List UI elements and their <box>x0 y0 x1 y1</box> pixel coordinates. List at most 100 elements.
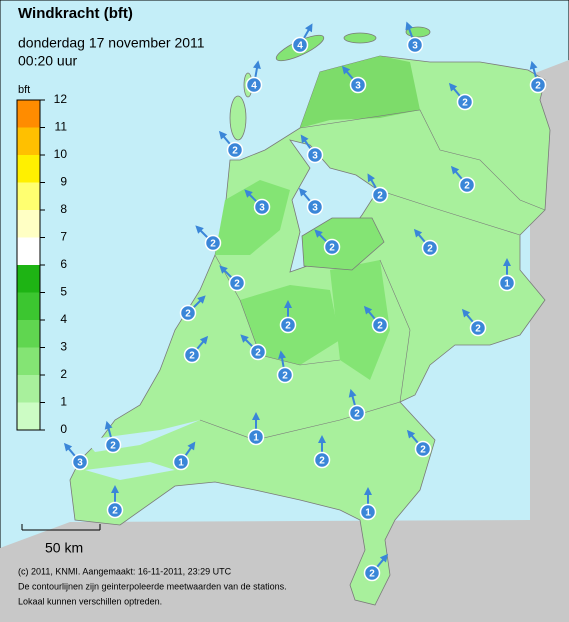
station-value: 2 <box>255 348 261 359</box>
station: 2 <box>461 308 487 337</box>
station-value: 4 <box>251 81 257 92</box>
arrow-head <box>253 60 261 69</box>
station: 2 <box>448 82 474 111</box>
estuary <box>85 462 175 480</box>
station-value: 2 <box>369 569 375 580</box>
station-marker <box>414 440 432 458</box>
station: 2 <box>279 300 297 334</box>
arrow-head <box>348 388 357 398</box>
legend-tick-label: 7 <box>60 230 67 244</box>
station-marker <box>348 404 366 422</box>
station-marker <box>529 76 547 94</box>
island <box>343 32 377 44</box>
station-marker <box>226 141 244 159</box>
station-marker <box>406 36 424 54</box>
legend-color <box>17 320 40 348</box>
stations: 4 3 4 2 3 2 2 3 2 2 3 3 2 2 2 1 2 2 2 2 2 2 2 2 2 1 2 2 1 2 3 1 2 2 <box>63 21 547 582</box>
station: 3 <box>341 65 367 94</box>
arrow-head <box>298 187 308 197</box>
footer-line: De contourlijnen zijn geinterpoleerde me… <box>18 581 287 591</box>
station-marker <box>458 176 476 194</box>
station-value: 3 <box>312 151 318 162</box>
station-value: 3 <box>412 41 418 52</box>
arrow-head <box>364 487 372 495</box>
station-marker <box>363 564 381 582</box>
station-marker <box>306 198 324 216</box>
station-marker <box>276 366 294 384</box>
legend-color <box>17 237 40 265</box>
scale-label: 50 km <box>45 540 83 556</box>
station: 2 <box>363 305 389 334</box>
arrow-head <box>218 130 228 140</box>
station: 1 <box>172 441 196 471</box>
arrow-head <box>111 485 119 493</box>
station-value: 1 <box>504 279 510 290</box>
station: 3 <box>298 187 324 216</box>
station-marker <box>247 428 265 446</box>
contour-area <box>330 260 390 380</box>
legend-color <box>17 375 40 403</box>
legend-color <box>17 402 40 430</box>
station: 2 <box>104 420 122 454</box>
station: 3 <box>244 189 271 216</box>
station: 2 <box>450 165 476 194</box>
legend-tick-label: 9 <box>60 175 67 189</box>
border <box>299 109 546 211</box>
station-value: 2 <box>427 244 433 255</box>
station-value: 3 <box>77 458 83 469</box>
title: Windkracht (bft) <box>18 5 133 22</box>
arrow-head <box>278 350 286 359</box>
station-marker <box>279 316 297 334</box>
legend-color <box>17 182 40 210</box>
legend-tick-label: 6 <box>60 257 67 271</box>
legend-tick-label: 8 <box>60 202 67 216</box>
border <box>199 259 411 441</box>
station: 3 <box>405 21 424 54</box>
station-marker <box>456 93 474 111</box>
arrow-head <box>413 228 423 238</box>
station-marker <box>183 346 201 364</box>
station-marker <box>371 186 389 204</box>
station-value: 2 <box>112 506 118 517</box>
legend-tick-label: 11 <box>55 120 68 134</box>
station-value: 2 <box>475 324 481 335</box>
station: 2 <box>363 553 389 582</box>
date: donderdag 17 november 2011 <box>18 35 205 51</box>
station: 2 <box>276 350 294 384</box>
legend-tick-label: 3 <box>60 340 67 354</box>
arrow-head <box>379 553 389 563</box>
station: 2 <box>529 60 547 94</box>
station-marker <box>421 239 439 257</box>
station-value: 3 <box>355 81 361 92</box>
legend-tick-label: 5 <box>60 285 67 299</box>
legend-color <box>17 347 40 375</box>
station-value: 1 <box>365 508 371 519</box>
station-value: 1 <box>178 458 184 469</box>
arrow-head <box>305 23 313 33</box>
footer-line: Lokaal kunnen verschillen optreden. <box>18 596 162 606</box>
station-value: 2 <box>110 441 116 452</box>
station-value: 2 <box>377 191 383 202</box>
station: 2 <box>240 334 267 361</box>
arrow-head <box>314 229 323 238</box>
station-value: 2 <box>234 279 240 290</box>
station: 2 <box>313 435 331 469</box>
footer-line: (c) 2011, KNMI. Aangemaakt: 16-11-2011, … <box>18 566 232 576</box>
arrow-head <box>104 420 113 430</box>
station-value: 2 <box>377 321 383 332</box>
station: 4 <box>245 60 263 94</box>
arrow-head <box>503 258 511 266</box>
border <box>377 189 521 236</box>
station-marker <box>306 146 324 164</box>
station: 3 <box>300 134 324 164</box>
legend-color <box>17 292 40 320</box>
legend-color <box>17 155 40 183</box>
station-marker <box>106 501 124 519</box>
station-marker <box>469 319 487 337</box>
station: 2 <box>218 130 244 159</box>
arrow-head <box>284 300 292 308</box>
station-marker <box>313 451 331 469</box>
neighbour-countries <box>0 60 569 622</box>
